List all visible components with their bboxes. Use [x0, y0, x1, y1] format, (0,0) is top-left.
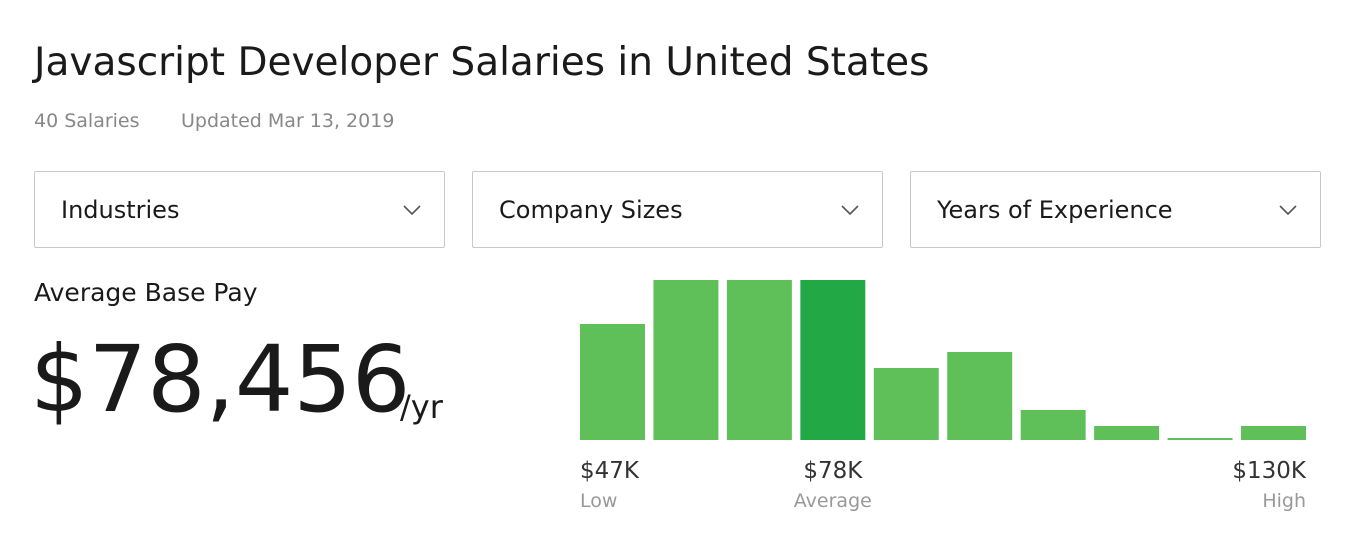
histogram-bar — [1167, 438, 1233, 440]
chevron — [403, 205, 421, 216]
marker-label: Average — [794, 490, 872, 512]
marker-value: $130K — [1232, 458, 1307, 484]
histogram-bar — [653, 280, 719, 440]
chevron — [841, 205, 859, 216]
chevron — [1279, 205, 1297, 216]
marker-label: Low — [580, 490, 617, 512]
marker-label: High — [1262, 490, 1306, 512]
histogram-bar — [580, 324, 645, 440]
histogram-bar — [1020, 410, 1086, 440]
average-label: Average Base Pay — [34, 278, 258, 307]
pay-unit: /yr — [400, 388, 443, 426]
histogram-bar — [800, 280, 866, 440]
salary-count: 40 Salaries — [34, 110, 140, 132]
dropdown-label: Years of Experience — [937, 196, 1173, 224]
histogram-bar — [1094, 426, 1160, 440]
histogram-bar — [1241, 426, 1306, 440]
dropdown-label: Company Sizes — [499, 196, 683, 224]
marker-value: $47K — [580, 458, 640, 484]
average-amount: $78,456 — [30, 326, 411, 433]
histogram-bar — [726, 280, 792, 440]
industries-dropdown[interactable]: Industries — [34, 171, 445, 248]
page-title: Javascript Developer Salaries in United … — [34, 40, 930, 85]
updated-date: Updated Mar 13, 2019 — [181, 110, 395, 132]
histogram-bar — [873, 368, 939, 440]
dropdown-label: Industries — [61, 196, 180, 224]
marker-value: $78K — [803, 458, 863, 484]
company-sizes-dropdown[interactable]: Company Sizes — [472, 171, 883, 248]
experience-dropdown[interactable]: Years of Experience — [910, 171, 1321, 248]
histogram-bar — [947, 352, 1013, 440]
